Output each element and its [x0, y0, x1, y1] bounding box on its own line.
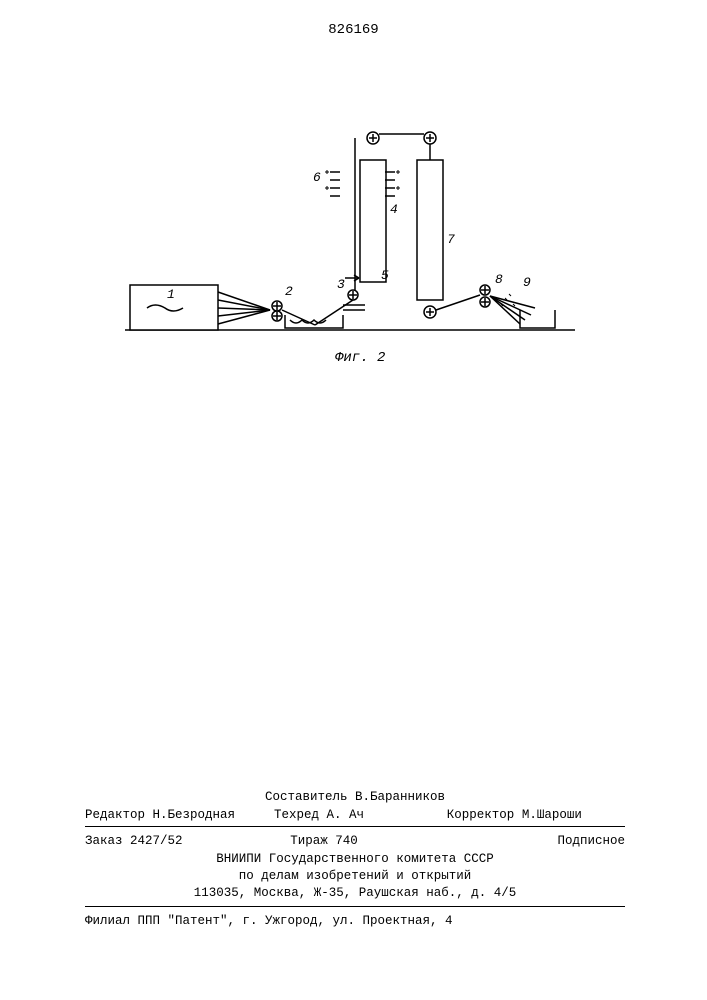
callout-5: 5	[381, 268, 389, 283]
composer-line: Составитель В.Баранников	[85, 788, 625, 806]
callout-3: 3	[337, 277, 345, 292]
callout-4: 4	[390, 202, 398, 217]
tirazh-label: Тираж	[290, 834, 328, 848]
callout-9: 9	[523, 275, 531, 290]
subscription: Подписное	[557, 834, 625, 848]
branch-line: Филиал ППП "Патент", г. Ужгород, ул. Про…	[85, 912, 625, 930]
patent-page: 826169	[0, 0, 707, 1000]
composer-name: В.Баранников	[355, 790, 445, 804]
editor-name: Н.Безродная	[153, 808, 236, 822]
imprint-line1: ВНИИПИ Государственного комитета СССР	[85, 850, 625, 868]
imprint-line2: по делам изобретений и открытий	[85, 867, 625, 885]
callout-6: 6	[313, 170, 321, 185]
order-row: Заказ 2427/52 Тираж 740 Подписное	[85, 832, 625, 850]
callout-7: 7	[447, 232, 455, 247]
editor-label: Редактор	[85, 808, 145, 822]
corrector-label: Корректор	[447, 808, 515, 822]
callout-2: 2	[285, 284, 293, 299]
order-number: 2427/52	[130, 834, 183, 848]
order-label: Заказ	[85, 834, 123, 848]
techred-name: А. Ач	[327, 808, 365, 822]
callout-1: 1	[167, 287, 175, 302]
diagram-svg	[125, 120, 575, 350]
corrector-name: М.Шароши	[522, 808, 582, 822]
divider-2	[85, 906, 625, 907]
callout-8: 8	[495, 272, 503, 287]
figure-2-diagram: 1 2 3 4 5 6 7 8 9 Фиг. 2	[125, 120, 575, 380]
divider-1	[85, 826, 625, 827]
imprint-line3: 113035, Москва, Ж-35, Раушская наб., д. …	[85, 884, 625, 902]
document-number: 826169	[0, 22, 707, 38]
credits-row: Редактор Н.Безродная Техред А. Ач Коррек…	[85, 806, 625, 824]
composer-label: Составитель	[265, 790, 348, 804]
techred-label: Техред	[274, 808, 319, 822]
figure-label: Фиг. 2	[335, 350, 385, 366]
tirazh-number: 740	[335, 834, 358, 848]
